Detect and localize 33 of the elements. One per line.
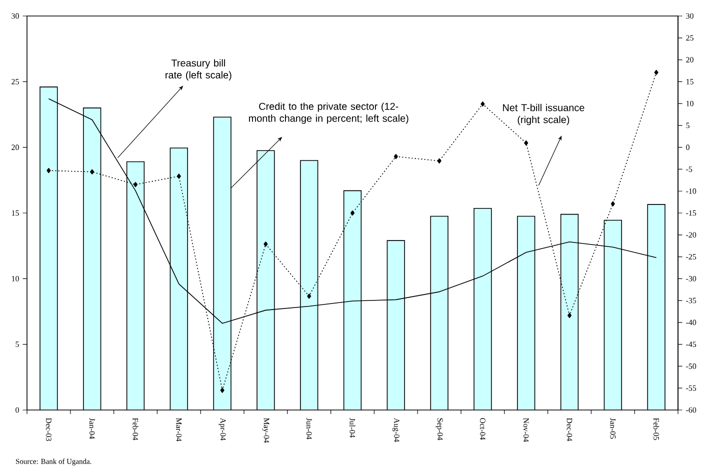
- bar: [647, 204, 666, 410]
- bar: [256, 150, 275, 410]
- bar: [213, 116, 232, 410]
- point: [133, 182, 138, 188]
- point: [394, 154, 398, 160]
- bar: [560, 214, 579, 410]
- point: [350, 210, 355, 216]
- bar: [126, 161, 145, 410]
- bar: [40, 86, 58, 410]
- point: [654, 70, 658, 76]
- series-label: Credit to the private sector (12-month change in percent; left scale): [248, 102, 408, 124]
- bar: [430, 216, 448, 410]
- bar: [474, 208, 492, 410]
- bar: [170, 148, 188, 410]
- bar: [604, 220, 622, 410]
- point: [307, 294, 312, 299]
- series-label: Net T-bill issuance (right scale): [503, 104, 584, 126]
- point: [567, 312, 572, 318]
- text: Treasury bill rate (left scale): [166, 59, 232, 80]
- bar: [83, 108, 102, 410]
- point: [90, 169, 94, 174]
- point: [437, 158, 442, 164]
- point: [610, 201, 615, 206]
- bar: [386, 240, 405, 410]
- bar: [343, 190, 362, 410]
- bar: [300, 160, 318, 410]
- bar: [517, 216, 536, 410]
- point: [220, 388, 224, 393]
- point: [524, 140, 528, 146]
- point: [46, 168, 51, 174]
- point: [264, 241, 268, 247]
- point: [176, 174, 181, 179]
- point: [480, 101, 485, 107]
